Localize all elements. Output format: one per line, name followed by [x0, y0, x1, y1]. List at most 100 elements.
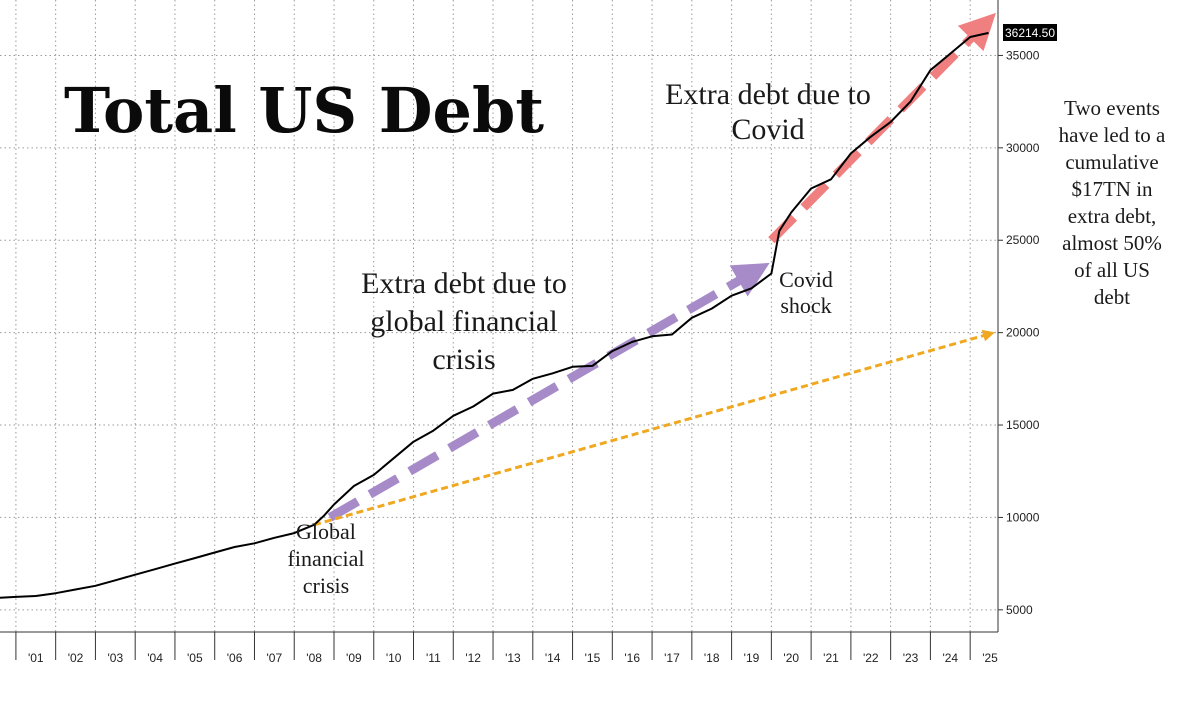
side-note-line-2: have led to a: [1059, 123, 1166, 147]
x-tick-label: '01: [28, 651, 44, 665]
covid-arrow-label-line-1: Extra debt due to: [665, 78, 871, 111]
debt-point: [909, 100, 912, 103]
debt-point: [850, 152, 852, 155]
covid-arrow-label: Extra debt due to Covid: [665, 78, 871, 146]
debt-point: [472, 405, 475, 408]
debt-point: [54, 592, 57, 594]
side-note-line-6: almost 50%: [1062, 231, 1162, 255]
trend-arrows: [313, 12, 996, 527]
debt-point: [671, 333, 673, 336]
debt-point: [750, 287, 753, 290]
y-tick-label: 10000: [1006, 510, 1040, 524]
debt-point: [889, 121, 892, 123]
debt-point: [373, 474, 375, 476]
debt-point: [452, 415, 455, 417]
last-value-label: 36214.50: [1005, 26, 1055, 40]
debt-point: [830, 178, 832, 181]
debt-point: [94, 585, 97, 587]
gfc-point-label-line-1: Global: [296, 519, 356, 544]
debt-point: [74, 588, 77, 591]
debt-point: [870, 135, 872, 138]
debt-point: [253, 542, 256, 545]
x-tick-label: '05: [187, 651, 203, 665]
x-tick-label: '19: [744, 651, 760, 665]
y-tick-label: 20000: [1006, 326, 1040, 340]
debt-point: [492, 392, 494, 395]
x-tick-label: '03: [107, 651, 123, 665]
debt-series: [0, 32, 989, 599]
x-tick-label: '15: [585, 651, 601, 665]
side-note-line-1: Two events: [1064, 96, 1160, 120]
debt-point: [273, 537, 276, 539]
covid-point-label-line-1: Covid: [779, 267, 833, 292]
x-tick-label: '20: [783, 651, 799, 665]
debt-point: [810, 187, 812, 190]
x-tick-label: '08: [306, 651, 322, 665]
debt-point: [790, 211, 792, 214]
debt-point: [313, 524, 315, 526]
debt-point: [333, 503, 335, 506]
covid-point-label: Covid shock: [779, 267, 833, 318]
chart-title: Total US Debt: [64, 74, 544, 147]
debt-point: [710, 307, 713, 310]
gfc-arrow-label-line-3: crisis: [432, 343, 495, 376]
baseline-trend-arrow: [313, 329, 995, 527]
debt-point: [323, 514, 325, 517]
gfc-point-label: Global financial crisis: [288, 519, 365, 598]
gfc-arrow: [327, 262, 770, 522]
debt-point: [611, 350, 614, 352]
debt-point: [15, 596, 17, 598]
y-tick-label: 15000: [1006, 418, 1040, 432]
debt-point: [412, 440, 415, 443]
covid-point-label-line-2: shock: [780, 293, 831, 318]
x-tick-label: '25: [982, 651, 998, 665]
x-tick-label: '12: [465, 651, 481, 665]
last-value-tag: 36214.50: [1003, 24, 1057, 41]
x-tick-label: '04: [147, 651, 163, 665]
x-tick-label: '17: [664, 651, 680, 665]
y-tick-label: 35000: [1006, 48, 1040, 62]
side-note: Two events have led to a cumulative $17T…: [1059, 96, 1166, 309]
y-tick-label: 30000: [1006, 141, 1040, 155]
side-note-line-8: debt: [1094, 285, 1130, 309]
x-tick-label: '23: [903, 651, 919, 665]
last-value-tag-bg: [1003, 24, 1057, 41]
gfc-arrow-label-line-1: Extra debt due to: [361, 267, 567, 300]
y-tick-label: 5000: [1006, 603, 1033, 617]
debt-point: [154, 568, 156, 570]
gfc-point-label-line-3: crisis: [303, 573, 349, 598]
debt-point: [760, 280, 763, 282]
debt-point: [114, 579, 117, 582]
side-note-line-5: extra debt,: [1068, 204, 1157, 228]
debt-point: [591, 365, 594, 367]
debt-point: [730, 294, 733, 297]
x-tick-label: '24: [942, 651, 958, 665]
side-note-line-3: cumulative: [1065, 150, 1158, 174]
debt-point: [213, 551, 216, 554]
debt-point: [194, 557, 196, 559]
debt-point: [0, 597, 1, 599]
x-tick-label: '18: [704, 651, 720, 665]
debt-point: [551, 372, 554, 375]
debt-point: [174, 562, 176, 565]
debt-point: [134, 573, 136, 576]
debt-point: [987, 32, 989, 34]
covid-arrow-label-line-2: Covid: [731, 113, 804, 146]
y-axis: 5000 10000 15000 20000 25000 30000 35000: [997, 0, 1040, 632]
debt-point: [631, 341, 633, 343]
debt-point: [353, 485, 355, 487]
debt-point: [532, 378, 534, 380]
x-tick-label: '13: [505, 651, 521, 665]
debt-point: [651, 335, 653, 338]
debt-point: [778, 230, 781, 232]
side-note-line-7: of all US: [1074, 258, 1150, 282]
debt-point: [929, 69, 932, 71]
debt-point: [233, 546, 236, 548]
x-axis: '01 '02 '03 '04 '05 '06 '07 '08 '09 '10 '11 '12 '13 '…: [0, 631, 998, 665]
x-tick-label: '09: [346, 651, 362, 665]
x-tick-label: '14: [545, 651, 561, 665]
covid-arrow: [768, 12, 996, 244]
x-tick-label: '06: [227, 651, 243, 665]
debt-point: [691, 317, 693, 319]
